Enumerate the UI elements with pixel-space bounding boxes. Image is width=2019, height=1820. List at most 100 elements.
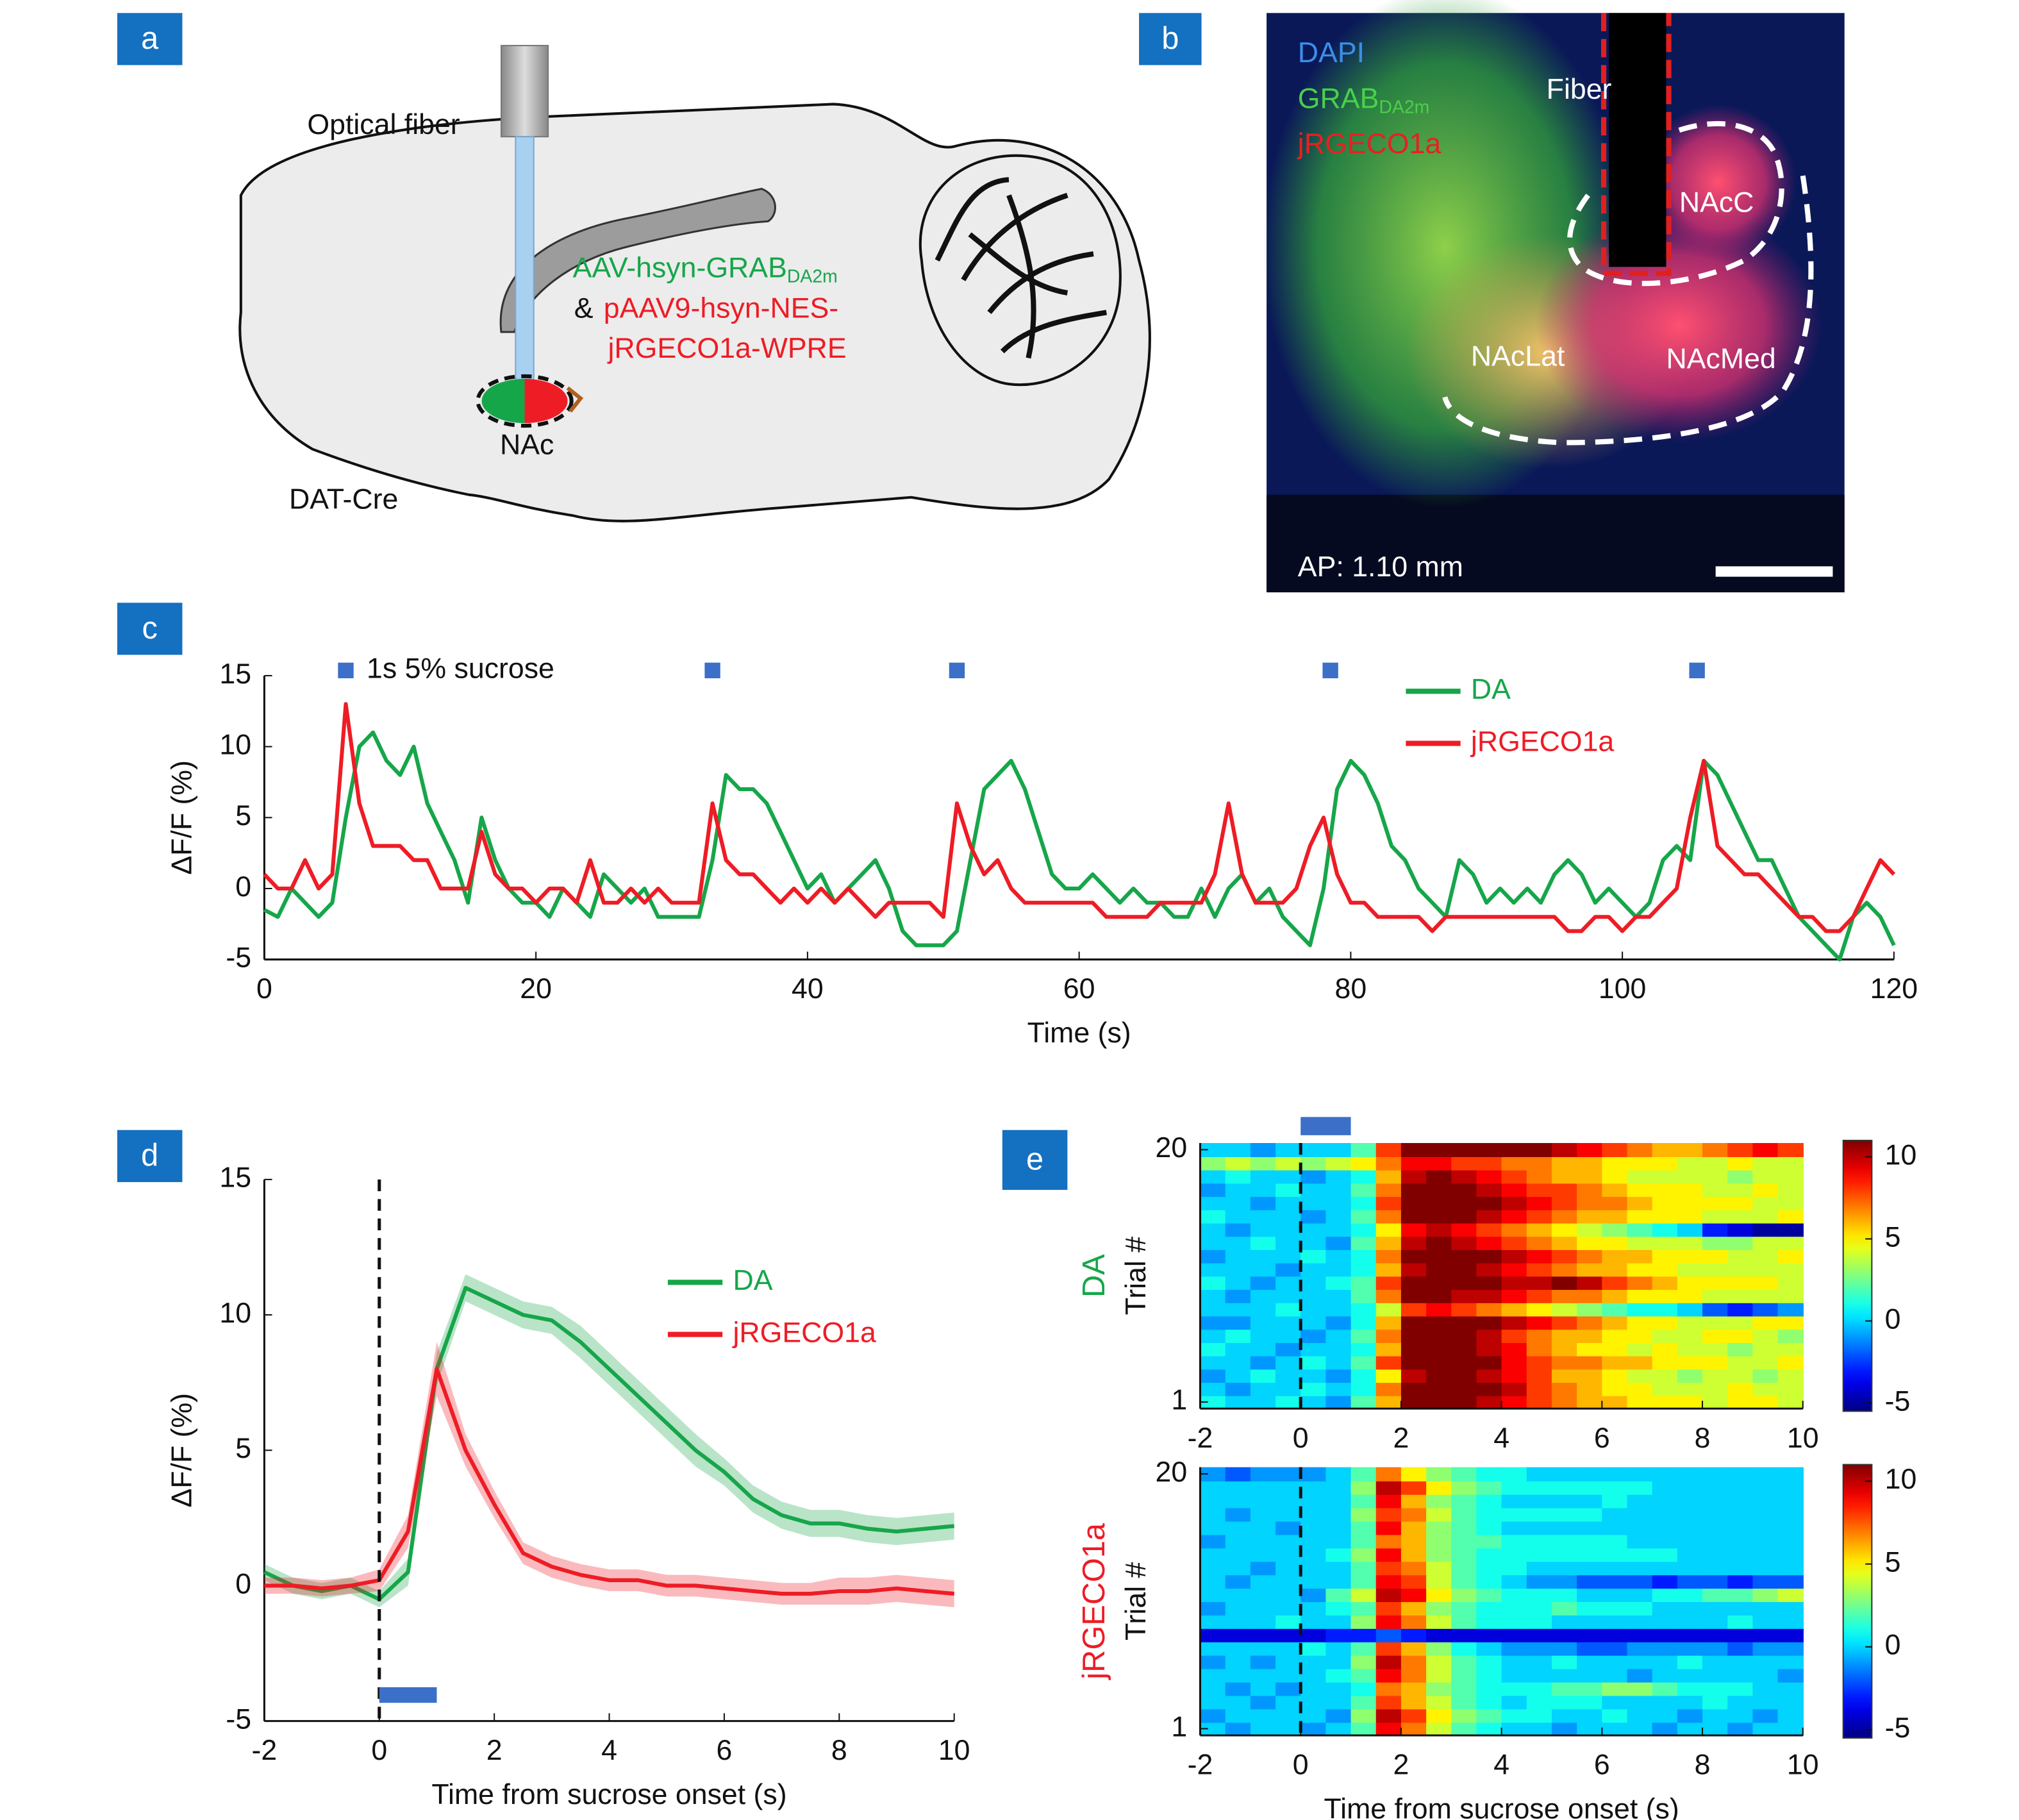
heatmap-cell: [1577, 1628, 1603, 1642]
y-tick-label: 0: [235, 871, 251, 903]
heatmap-cell: [1350, 1236, 1377, 1250]
heatmap-cell: [1577, 1521, 1603, 1535]
heatmap-cell: [1325, 1722, 1352, 1737]
heatmap-cell: [1350, 1289, 1377, 1303]
heatmap-cell: [1702, 1328, 1729, 1343]
heatmap-cell: [1426, 1534, 1452, 1549]
heatmap-cell: [1325, 1507, 1352, 1522]
heatmap-cell: [1702, 1521, 1729, 1535]
heatmap-cell: [1727, 1521, 1754, 1535]
heatmap-cell: [1275, 1534, 1302, 1549]
heatmap-cell: [1200, 1601, 1226, 1615]
legend-label: DA: [1471, 674, 1511, 705]
stain-label: jRGECO1a: [1297, 128, 1442, 160]
heatmap-cell: [1250, 1302, 1277, 1317]
heatmap-cell: [1350, 1507, 1377, 1522]
heatmap-cell: [1476, 1587, 1502, 1603]
heatmap-cell: [1627, 1534, 1653, 1549]
heatmap-cell: [1476, 1628, 1502, 1642]
heatmap-cell: [1200, 1682, 1226, 1696]
heatmap-cell: [1627, 1355, 1653, 1370]
heatmap-cell: [1652, 1467, 1679, 1482]
heatmap-cell: [1677, 1355, 1704, 1370]
heatmap-cell: [1476, 1548, 1502, 1562]
heatmap-cell: [1200, 1342, 1226, 1357]
heatmap-cell: [1275, 1480, 1302, 1495]
line: [263, 702, 1896, 933]
heatmap-cell: [1200, 1695, 1226, 1710]
heatmap-cell: [1777, 1276, 1804, 1290]
heatmap-cell: [1602, 1708, 1628, 1723]
heatmap-cell: [1602, 1236, 1628, 1250]
heatmap-cell: [1602, 1480, 1628, 1495]
heatmap-cell: [1652, 1682, 1679, 1696]
heatmap-cell: [1200, 1289, 1226, 1303]
heatmap-cell: [1375, 1209, 1402, 1224]
heatmap-cell: [1551, 1342, 1578, 1357]
heatmap-cell: [1375, 1183, 1402, 1198]
heatmap-cell: [1551, 1315, 1578, 1330]
panel-badge: [117, 1130, 183, 1182]
heatmap-cell: [1225, 1695, 1252, 1710]
heatmap-cell: [1702, 1156, 1729, 1171]
heatmap-cell: [1400, 1668, 1427, 1683]
heatmap-cell: [1200, 1276, 1226, 1290]
heatmap-cell: [1350, 1614, 1377, 1629]
heatmap-cell: [1752, 1382, 1779, 1396]
heatmap-cell: [1526, 1695, 1553, 1710]
heatmap-cell: [1325, 1587, 1352, 1603]
heatmap-cell: [1250, 1614, 1277, 1629]
heatmap-cell: [1325, 1196, 1352, 1210]
heatmap-cell: [1225, 1601, 1252, 1615]
heatmap-cell: [1702, 1480, 1729, 1495]
heatmap-cell: [1752, 1548, 1779, 1562]
heatmap-cell: [1551, 1561, 1578, 1576]
heatmap-cell: [1325, 1708, 1352, 1723]
heatmap-cell: [1551, 1262, 1578, 1277]
heatmap-cell: [1426, 1574, 1452, 1589]
heatmap-cell: [1501, 1587, 1528, 1603]
heatmap-cell: [1375, 1236, 1402, 1250]
heatmap-cell: [1200, 1480, 1226, 1495]
heatmap-cell: [1225, 1480, 1252, 1495]
error-band: [264, 1274, 954, 1608]
heatmap-cell: [1652, 1574, 1679, 1589]
heatmap-cell: [1451, 1328, 1477, 1343]
heatmap-cell: [1577, 1223, 1603, 1237]
heatmap-cell: [1551, 1722, 1578, 1737]
heatmap-cell: [1577, 1587, 1603, 1603]
heatmap-cell: [1375, 1722, 1402, 1737]
heatmap-cell: [1275, 1289, 1302, 1303]
heatmap-cell: [1426, 1342, 1452, 1357]
heatmap-cell: [1526, 1628, 1553, 1642]
y-tick-label: 20: [1156, 1457, 1188, 1488]
heatmap-cell: [1752, 1196, 1779, 1210]
heatmap-cell: [1652, 1521, 1679, 1535]
heatmap-cell: [1702, 1209, 1729, 1224]
heatmap-cell: [1501, 1395, 1528, 1410]
stain-sub: DA2m: [1379, 97, 1429, 117]
heatmap-cell: [1375, 1574, 1402, 1589]
y-tick-label: 20: [1156, 1132, 1188, 1164]
heatmap-cell: [1426, 1561, 1452, 1576]
x-tick-label: 2: [1393, 1423, 1409, 1454]
heatmap-cell: [1476, 1223, 1502, 1237]
heatmap-cell: [1350, 1395, 1377, 1410]
heatmap-cell: [1300, 1315, 1327, 1330]
heatmap-cell: [1526, 1382, 1553, 1396]
heatmap-cell: [1501, 1614, 1528, 1629]
heatmap-cell: [1577, 1467, 1603, 1482]
heatmap-cell: [1250, 1355, 1277, 1370]
heatmap-cell: [1752, 1156, 1779, 1171]
heatmap-cell: [1702, 1641, 1729, 1656]
heatmap-cell: [1727, 1655, 1754, 1669]
heatmap-cell: [1400, 1342, 1427, 1357]
heatmap-cell: [1400, 1655, 1427, 1669]
heatmap-cell: [1451, 1587, 1477, 1603]
heatmap-cell: [1400, 1223, 1427, 1237]
heatmap-cell: [1702, 1302, 1729, 1317]
heatmap-cell: [1250, 1156, 1277, 1171]
heatmap-cell: [1200, 1169, 1226, 1184]
heatmap-cell: [1577, 1209, 1603, 1224]
